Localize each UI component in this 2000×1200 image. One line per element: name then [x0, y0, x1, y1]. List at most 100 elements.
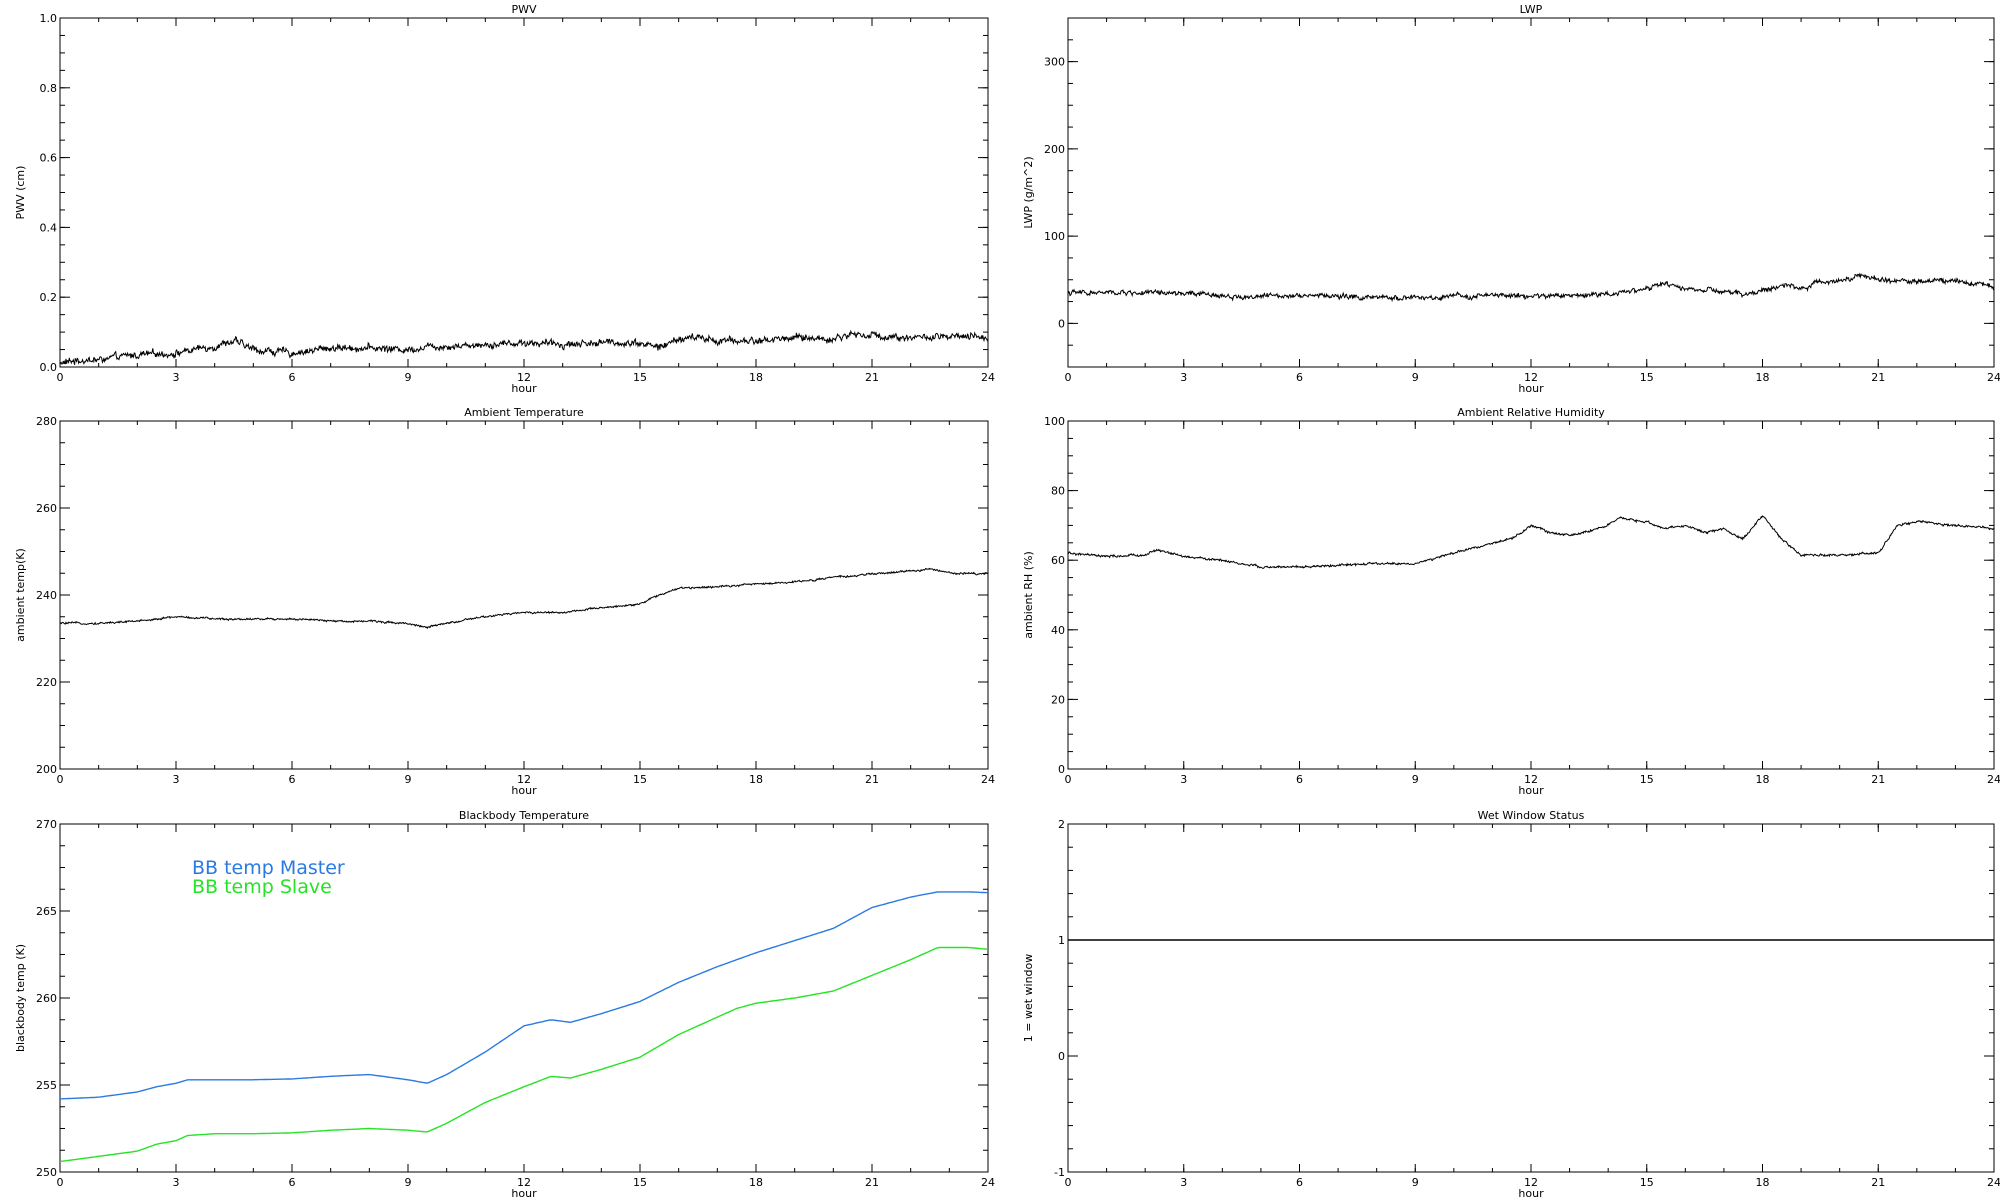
series-line-0 [1068, 515, 1994, 569]
x-tick-label: 15 [1640, 773, 1654, 786]
y-tick-label: 0.0 [40, 361, 58, 374]
chart-panel-3: Ambient Relative Humidity 0 3 6 9 12 15 18 21 24 h… [1022, 406, 2000, 797]
y-axis-label: 1 = wet window [1022, 954, 1035, 1043]
x-tick-label: 9 [405, 1176, 412, 1189]
x-tick-label: 24 [981, 1176, 995, 1189]
x-tick-label: 15 [633, 371, 647, 384]
y-axis-label: LWP (g/m^2) [1022, 156, 1035, 228]
x-tick-label: 6 [1296, 371, 1303, 384]
x-tick-label: 21 [1871, 773, 1885, 786]
x-tick-label: 15 [633, 773, 647, 786]
plot-frame [59, 17, 989, 368]
y-tick-label: 100 [1044, 415, 1065, 428]
x-tick-label: 3 [173, 371, 180, 384]
y-tick-label: 0.6 [40, 152, 58, 165]
x-tick-label: 6 [1296, 1176, 1303, 1189]
x-tick-label: 3 [1180, 371, 1187, 384]
x-tick-label: 24 [1987, 1176, 2000, 1189]
plot-frame [1067, 17, 1995, 368]
y-axis-label: ambient temp(K) [14, 548, 27, 642]
x-axis-label: hour [511, 1187, 537, 1200]
y-tick-label: 260 [36, 992, 57, 1005]
series-line-0 [60, 567, 988, 630]
y-tick-label: 80 [1051, 485, 1065, 498]
chart-title: PWV [511, 3, 537, 16]
y-axis-label: blackbody temp (K) [14, 944, 27, 1052]
y-tick-label: 300 [1044, 56, 1065, 69]
legend-entry: BB temp Master [192, 857, 345, 879]
x-tick-label: 24 [1987, 773, 2000, 786]
x-tick-label: 21 [865, 1176, 879, 1189]
y-axis-label: PWV (cm) [14, 166, 27, 220]
x-tick-label: 21 [865, 371, 879, 384]
y-tick-label: 2 [1058, 818, 1065, 831]
x-axis-label: hour [1518, 382, 1544, 395]
x-tick-label: 12 [1524, 773, 1538, 786]
y-tick-label: 240 [36, 589, 57, 602]
x-tick-label: 6 [289, 1176, 296, 1189]
y-tick-label: 265 [36, 905, 57, 918]
x-tick-label: 18 [749, 1176, 763, 1189]
y-tick-label: 260 [36, 502, 57, 515]
y-tick-label: 250 [36, 1166, 57, 1179]
plot-frame [1067, 420, 1995, 770]
x-tick-label: 24 [981, 773, 995, 786]
chart-panel-1: LWP 0 3 6 9 12 15 18 21 24 hour 0 100 200 300 LWP (g/m^… [1022, 3, 2000, 395]
x-tick-label: 18 [749, 773, 763, 786]
x-tick-label: 3 [1180, 1176, 1187, 1189]
x-tick-label: 0 [1065, 773, 1072, 786]
chart-title: Ambient Temperature [464, 406, 584, 419]
x-tick-label: 6 [1296, 773, 1303, 786]
chart-title: Wet Window Status [1478, 809, 1585, 822]
y-tick-label: 200 [36, 763, 57, 776]
y-tick-label: 0 [1058, 1050, 1065, 1063]
x-tick-label: 6 [289, 773, 296, 786]
series-line-1 [60, 946, 988, 1163]
chart-panel-4: Blackbody Temperature 0 3 6 9 12 15 18 21 24 hour 2… [14, 809, 995, 1200]
y-tick-label: 0 [1058, 763, 1065, 776]
series-line-0 [60, 329, 988, 366]
y-axis-label: ambient RH (%) [1022, 551, 1035, 639]
y-tick-label: 100 [1044, 230, 1065, 243]
x-tick-label: 3 [173, 773, 180, 786]
chart-title: Ambient Relative Humidity [1457, 406, 1605, 419]
x-tick-label: 0 [1065, 371, 1072, 384]
y-tick-label: 200 [1044, 143, 1065, 156]
x-tick-label: 12 [517, 773, 531, 786]
x-tick-label: 15 [1640, 1176, 1654, 1189]
y-tick-label: 255 [36, 1079, 57, 1092]
x-tick-label: 15 [633, 1176, 647, 1189]
x-tick-label: 12 [517, 371, 531, 384]
y-tick-label: 20 [1051, 693, 1065, 706]
y-tick-label: 1 [1058, 934, 1065, 947]
series-line-0 [60, 891, 988, 1100]
x-tick-label: 0 [57, 371, 64, 384]
x-tick-label: 9 [1412, 773, 1419, 786]
x-axis-label: hour [511, 382, 537, 395]
y-tick-label: 220 [36, 676, 57, 689]
legend-entry: BB temp Slave [192, 876, 332, 898]
x-tick-label: 9 [1412, 1176, 1419, 1189]
x-tick-label: 24 [981, 371, 995, 384]
y-tick-label: 0.8 [40, 82, 58, 95]
chart-title: Blackbody Temperature [459, 809, 589, 822]
chart-panel-2: Ambient Temperature 0 3 6 9 12 15 18 21 24 hour 200… [14, 406, 995, 797]
x-tick-label: 18 [1756, 371, 1770, 384]
x-tick-label: 18 [749, 371, 763, 384]
x-tick-label: 18 [1756, 773, 1770, 786]
x-tick-label: 0 [57, 1176, 64, 1189]
y-tick-label: 0 [1058, 317, 1065, 330]
x-tick-label: 0 [57, 773, 64, 786]
x-tick-label: 9 [405, 371, 412, 384]
y-tick-label: 0.4 [40, 221, 58, 234]
x-tick-label: 15 [1640, 371, 1654, 384]
x-axis-label: hour [1518, 1187, 1544, 1200]
x-tick-label: 0 [1065, 1176, 1072, 1189]
y-tick-label: 1.0 [40, 12, 58, 25]
x-axis-label: hour [1518, 784, 1544, 797]
y-tick-label: 280 [36, 415, 57, 428]
x-axis-label: hour [511, 784, 537, 797]
x-tick-label: 9 [1412, 371, 1419, 384]
